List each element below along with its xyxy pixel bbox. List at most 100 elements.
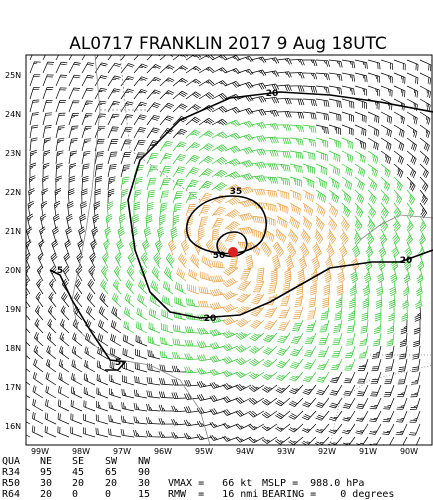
wind-barb [415, 280, 423, 297]
wind-barb [159, 115, 174, 126]
wind-barb [216, 240, 228, 256]
wind-barb [161, 295, 174, 308]
wind-barb [93, 201, 101, 217]
wind-barb [135, 348, 148, 360]
wind-barb [267, 280, 278, 294]
lon-label: 93W [277, 447, 295, 456]
wind-barb [68, 150, 77, 165]
wind-barb [302, 189, 314, 202]
wind-barb [159, 190, 170, 204]
wind-barb [315, 72, 330, 81]
wind-barb [419, 124, 431, 139]
wind-barb [222, 343, 239, 352]
wind-barb [261, 423, 278, 432]
wind-barb [133, 89, 148, 100]
wind-barb [42, 137, 51, 152]
wind-barb [384, 371, 395, 385]
wind-barb [235, 436, 252, 443]
wind-barb [49, 278, 57, 295]
wind-barb [122, 334, 135, 347]
wind-barb [209, 394, 226, 402]
wind-barb [406, 98, 418, 111]
wind-barb [302, 85, 318, 93]
wind-barb [55, 125, 65, 139]
wind-barb [55, 175, 63, 191]
wind-barb [198, 204, 211, 217]
wind-barb [59, 345, 70, 360]
wind-barb [380, 189, 390, 205]
wind-barb [176, 267, 187, 282]
wind-barb [211, 218, 224, 230]
wind-barb [333, 319, 343, 333]
wind-barb [289, 189, 302, 201]
wind-barb [393, 124, 405, 138]
wind-barb [284, 267, 292, 283]
wind-barb [342, 410, 356, 422]
wind-barb [322, 293, 330, 308]
wind-barb [61, 292, 70, 308]
wind-barb [249, 319, 265, 329]
wind-barb [159, 77, 175, 87]
wind-barbs [26, 55, 432, 445]
table-header: QUA [2, 456, 20, 467]
wind-barb [158, 417, 174, 425]
wind-barb [315, 85, 330, 94]
wind-barb [354, 137, 367, 150]
wind-barb [33, 331, 44, 347]
wind-barb [351, 241, 361, 258]
wind-barb [302, 124, 317, 134]
wind-barb [237, 68, 254, 76]
wind-barb [53, 200, 61, 217]
wind-barb [107, 126, 119, 139]
wind-barb [158, 431, 174, 438]
wind-barb [263, 123, 279, 130]
wind-barb [393, 98, 406, 111]
wind-barb [102, 252, 109, 269]
table-cell: 20 [72, 478, 84, 489]
wind-barb [40, 200, 48, 217]
wind-barb [116, 239, 124, 256]
labels: 25N 24N 23N 22N 21N 20N 19N 18N 17N 16N 99W 98W 97W 9… [2, 71, 418, 500]
wind-barb [170, 226, 178, 243]
wind-barb [64, 239, 72, 256]
wind-barb [190, 253, 200, 269]
wind-barb [55, 112, 66, 126]
contours [49, 91, 433, 371]
wind-barb [76, 252, 84, 269]
wind-barb [45, 358, 57, 373]
table-cell: 45 [72, 467, 84, 478]
lon-label: 97W [113, 447, 131, 456]
wind-barb [354, 59, 368, 69]
wind-barb [235, 409, 252, 417]
wind-barb [42, 125, 52, 139]
wind-barb [197, 227, 205, 243]
wind-barb [419, 59, 432, 72]
wind-barb [55, 55, 59, 61]
wind-barb [28, 188, 35, 204]
wind-barb [211, 131, 228, 139]
wind-barb [120, 164, 131, 178]
table-cell: 30 [40, 478, 52, 489]
wind-barb [404, 241, 413, 258]
table-cell: R50 [2, 478, 20, 489]
wind-barb [276, 111, 292, 118]
wind-barb [304, 332, 317, 345]
wind-barb [171, 432, 187, 439]
wind-barb [29, 137, 38, 152]
wind-barb [146, 201, 154, 217]
wind-barb [172, 324, 187, 334]
wind-barb [132, 214, 140, 230]
wind-barb [96, 360, 109, 373]
table-cell: 65 [105, 467, 117, 478]
wind-barb [382, 410, 395, 423]
wind-barb [162, 280, 174, 295]
wind-barb [61, 278, 70, 295]
wind-barb [153, 252, 162, 269]
wind-barb [297, 267, 305, 283]
wind-barb [81, 55, 86, 61]
wind-barb [362, 280, 371, 297]
lon-label: 92W [318, 447, 336, 456]
wind-barb [165, 252, 175, 269]
wind-barb [393, 163, 404, 178]
contour-label: 20 [266, 89, 279, 99]
